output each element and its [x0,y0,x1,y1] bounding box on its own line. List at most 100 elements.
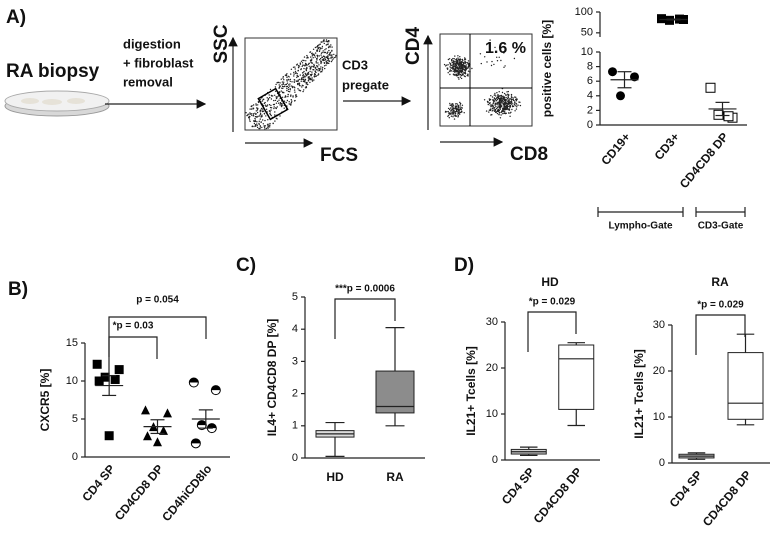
data-point [188,377,199,388]
flow-dot [511,102,513,105]
flow-dot [457,55,459,57]
flow-dot [289,80,291,83]
flow-dot [512,98,514,101]
flow-dot [459,111,462,114]
flow-dot [462,71,464,73]
flow-dot [312,53,315,56]
flow-dot [317,55,319,57]
box [727,352,764,420]
flow-dot [450,70,453,72]
flow-dot [506,104,508,107]
flow-dot [282,77,284,79]
flow-dot [331,50,333,52]
flow-dot [266,104,269,106]
x-tick-label: CD4hiCD8lo [159,462,214,524]
flow-dot [314,56,316,58]
flow-dot [503,110,505,113]
flow-dot [248,115,251,118]
flow-dot [287,88,290,91]
flow-dot [297,79,299,81]
flow-dot [289,89,291,91]
y-axis-label: positive cells [%] [540,20,554,117]
flow-dot [505,98,507,101]
y-axis-label: IL21+ Tcells [%] [464,346,478,435]
flow-dot [490,108,492,110]
flow-dot [287,84,290,86]
flow-dot [464,69,467,72]
flow-dot [493,100,496,102]
flow-dot [309,70,311,73]
flow-dot [460,71,463,73]
flow-dot [492,102,494,105]
flow-dot [324,57,326,59]
flow-dot [314,52,317,54]
x-tick-label: CD4 SP [667,468,706,510]
x-tick-label: CD4 SP [499,465,538,507]
flow-dot [503,101,506,104]
y-tick-label: 20 [486,362,498,374]
flow-dot [322,41,324,43]
flow-dot [461,69,463,72]
flow-dot [488,98,490,100]
flow-dot [310,75,312,77]
flow-dot [275,96,277,98]
flow-dot [274,120,276,122]
axis-label: FCS [320,145,358,166]
flow-dot [297,65,300,67]
flow-dot [330,56,332,58]
flow-dot [273,99,275,102]
flow-dot [461,61,463,63]
flow-dot [503,66,505,69]
flow-dot [325,64,327,66]
y-tick-label: 20 [653,365,665,377]
panel-label: D) [454,255,474,276]
flow-dot [462,59,464,62]
flow-dot [305,60,307,62]
flow-dot [447,115,449,118]
flow-dots [443,39,522,120]
flow-dot [302,59,304,61]
flow-dot [282,76,284,78]
flow-dot [326,40,329,43]
data-point [705,82,716,93]
flow-dot [293,71,295,74]
flow-dot [449,104,452,107]
flow-dot [266,97,268,99]
flow-dot [297,67,300,69]
flow-dot [293,100,296,102]
flow-dot [269,106,272,109]
flow-dot [453,118,456,120]
flow-dot [278,87,280,89]
flow-dot [455,107,457,109]
flow-dot [459,76,461,78]
flow-dot [468,63,470,66]
flow-dot [296,76,298,79]
flow-dot [452,114,454,116]
flow-dot [446,64,448,66]
data-point [210,385,221,396]
x-tick-label: CD3+ [652,130,683,163]
flow-dot [509,97,511,100]
flow-dot [298,65,301,67]
flow-dot [496,107,499,109]
flow-dot [498,104,501,106]
flow-dot [290,94,292,96]
flow-dot [499,108,501,110]
flow-dot [457,74,459,76]
flow-dot [323,42,325,45]
flow-dot [446,68,449,71]
flow-dot [505,94,507,96]
flow-dot [293,81,296,84]
flow-dot [500,95,503,97]
flow-dot [310,66,312,69]
flow-dot [274,111,276,113]
flow-dot [324,51,327,54]
flow-dot [457,68,459,71]
flow-dot [301,78,303,81]
flow-dot [317,66,319,68]
flow-dot [309,77,312,80]
flow-dot [286,79,288,81]
flow-dot [455,65,458,67]
x-tick-label: CD4CD8 DP [677,130,731,191]
